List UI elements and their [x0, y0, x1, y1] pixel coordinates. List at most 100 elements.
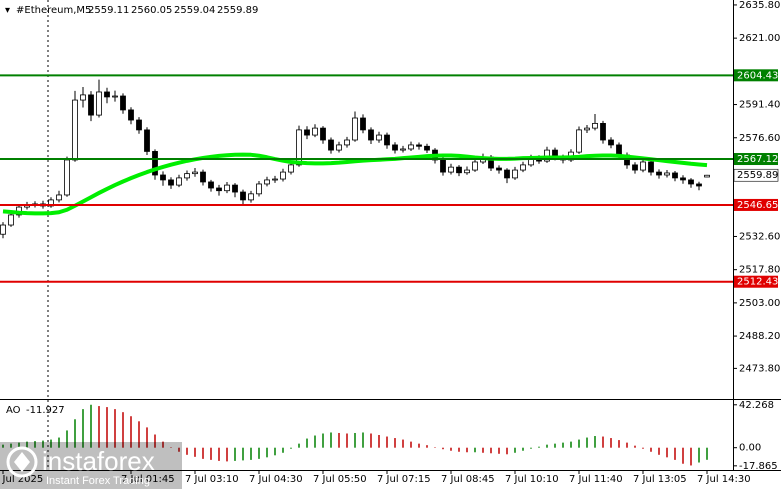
candle-body — [56, 194, 62, 201]
ao-value: -11.927 — [26, 405, 65, 416]
price-label: 2559.89 — [737, 170, 778, 181]
candle-body — [512, 169, 518, 179]
symbol-marker: ▾ — [5, 5, 10, 16]
y-tick-label: 42.268 — [739, 400, 774, 411]
candle-body — [320, 127, 326, 141]
candle-body — [192, 171, 198, 175]
candle-body — [208, 181, 214, 189]
candle-body — [392, 144, 398, 151]
candle-body — [664, 172, 670, 176]
y-tick-label: -17.865 — [739, 461, 778, 472]
level-label: 2567.12 — [737, 154, 778, 165]
candle-body — [648, 161, 654, 173]
candle-body — [240, 191, 246, 201]
x-tick-label: 7 Jul 13:05 — [633, 474, 687, 485]
y-tick-label: 2591.40 — [739, 100, 780, 111]
candle-body — [464, 169, 470, 174]
candle-body — [344, 139, 350, 146]
x-tick-label: 7 Jul 01:45 — [121, 474, 175, 485]
candle-body — [96, 91, 102, 116]
level-label: 2604.43 — [737, 70, 778, 81]
y-tick-label: 2488.20 — [739, 331, 780, 342]
watermark-brand: instaforex — [42, 446, 155, 476]
x-tick-label: 7 Jul 05:50 — [313, 474, 367, 485]
level-label-box — [734, 198, 778, 211]
candle-body — [416, 144, 422, 147]
x-tick-label: 7 Jul 08:45 — [441, 474, 495, 485]
candle-body — [360, 117, 366, 131]
level-label-box — [734, 69, 778, 82]
candle-body — [232, 184, 238, 193]
candle-body — [128, 109, 134, 121]
candle-body — [120, 95, 126, 111]
candle-body — [632, 164, 638, 171]
candle-body — [704, 174, 710, 178]
candle-body — [48, 199, 54, 207]
y-tick-label: 2532.60 — [739, 231, 780, 242]
y-tick-label: 2517.80 — [739, 265, 780, 276]
candle-body — [224, 184, 230, 192]
candle-body — [184, 173, 190, 179]
moving-average — [2, 152, 708, 216]
candle-body — [312, 127, 318, 136]
candle-body — [400, 148, 406, 151]
candle-body — [440, 159, 446, 173]
candle-body — [336, 144, 342, 151]
candle-body — [496, 167, 502, 171]
candle-body — [80, 94, 86, 101]
y-tick-label: 2621.00 — [739, 33, 780, 44]
candle-body — [408, 144, 414, 150]
price-label-box — [733, 168, 779, 182]
candle-body — [272, 178, 278, 181]
candle-body — [64, 159, 70, 196]
level-label-box — [734, 275, 778, 288]
candle-body — [72, 99, 78, 161]
candle-body — [104, 91, 110, 98]
candle-body — [472, 161, 478, 171]
candle-body — [688, 179, 694, 185]
candle-body — [576, 129, 582, 153]
candle-body — [200, 171, 206, 183]
x-tick-label: 7 Jul 14:30 — [697, 474, 751, 485]
candle-body — [608, 139, 614, 146]
candle-body — [152, 151, 158, 176]
candle-body — [696, 183, 702, 187]
candle-body — [248, 193, 254, 201]
x-tick-label: 6 Jul 2025 — [0, 474, 43, 485]
y-tick-label: 2576.60 — [739, 133, 780, 144]
candle-body — [136, 119, 142, 131]
candle-body — [672, 172, 678, 179]
candle-body — [264, 179, 270, 185]
watermark-logo-mark — [14, 452, 30, 472]
watermark-tagline: Instant Forex Trading — [46, 475, 150, 487]
candle-body — [504, 169, 510, 179]
candle-body — [424, 145, 430, 151]
candle-body — [680, 177, 686, 181]
watermark-logo — [6, 446, 38, 478]
y-tick-label: 0.00 — [739, 443, 761, 454]
candle-body — [216, 187, 222, 192]
candle-body — [304, 129, 310, 136]
level-label: 2546.65 — [737, 200, 778, 211]
candle-body — [112, 95, 118, 98]
candle-body — [376, 134, 382, 141]
candle-body — [160, 174, 166, 181]
x-tick-label: 7 Jul 04:30 — [249, 474, 303, 485]
header-open: 2559.11 — [88, 5, 129, 16]
candle-body — [352, 117, 358, 141]
candle-body — [600, 122, 606, 141]
header-high: 2560.05 — [131, 5, 172, 16]
header: ▾ #Ethereum,M5 2559.11 2560.05 2559.04 2… — [5, 5, 258, 416]
candle-body — [176, 177, 182, 186]
candle-body — [616, 144, 622, 156]
x-tick-label: 7 Jul 10:10 — [505, 474, 559, 485]
chart-title: #Ethereum,M5 — [16, 5, 91, 16]
candle-body — [584, 127, 590, 131]
candle-body — [328, 139, 334, 151]
candle-body — [280, 171, 286, 180]
level-label-box — [734, 153, 778, 166]
x-tick-label: 7 Jul 03:10 — [185, 474, 239, 485]
